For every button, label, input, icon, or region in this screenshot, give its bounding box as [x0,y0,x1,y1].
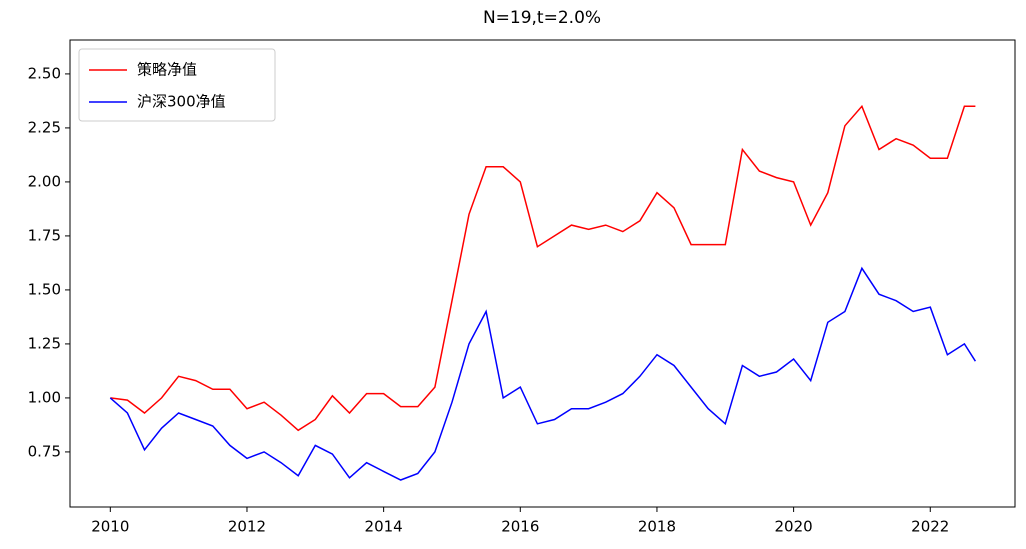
y-tick-label: 1.00 [28,388,61,406]
x-tick-label: 2012 [228,518,266,536]
y-tick-label: 2.00 [28,172,61,190]
y-tick-label: 1.50 [28,280,61,298]
x-tick-label: 2016 [501,518,539,536]
legend-label: 策略净值 [137,61,197,79]
legend-box [78,48,276,122]
x-tick-label: 2014 [365,518,403,536]
x-tick-label: 2018 [638,518,676,536]
chart-title: N=19,t=2.0% [483,8,601,28]
x-tick-label: 2010 [91,518,129,536]
y-tick-label: 2.50 [28,64,61,82]
legend-label: 沪深300净值 [137,93,226,111]
series-line [109,266,977,481]
x-tick-label: 2020 [775,518,813,536]
y-tick-label: 0.75 [28,442,61,460]
series-line [110,104,976,432]
x-tick-label: 2022 [911,518,949,536]
y-tick-label: 2.25 [28,118,61,136]
plot-frame [69,39,1016,508]
y-tick-label: 1.75 [28,226,61,244]
y-tick-label: 1.25 [28,334,61,352]
